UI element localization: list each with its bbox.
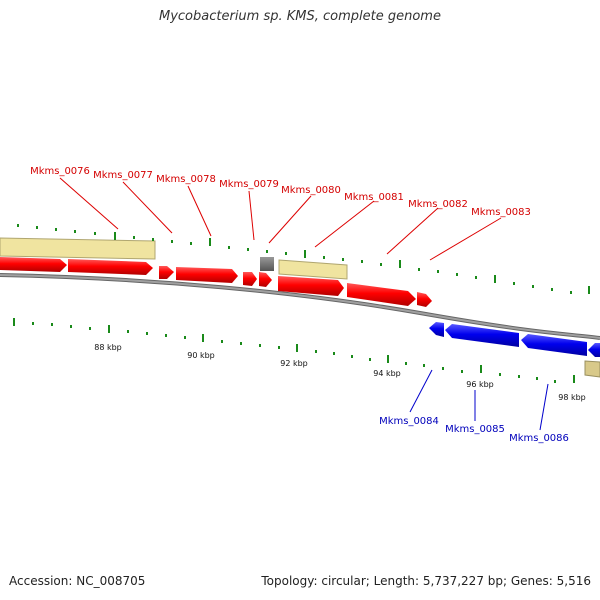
genome-title: Mycobacterium sp. KMS, complete genome <box>159 9 441 24</box>
gene-arrow <box>445 324 519 347</box>
gene-label-forward: Mkms_0080 <box>281 185 341 196</box>
scale-label: 90 kbp <box>187 351 215 360</box>
gene-arrow <box>278 276 344 296</box>
gene-label-reverse: Mkms_0086 <box>509 433 569 444</box>
scale-label: 98 kbp <box>558 393 586 402</box>
forward-genes <box>0 257 432 307</box>
gene-arrow <box>243 272 257 286</box>
gene-arrow <box>347 283 416 306</box>
feature-bar <box>584 360 600 378</box>
gene-label-forward: Mkms_0083 <box>471 207 531 218</box>
accession-label: Accession: NC_008705 <box>9 574 146 588</box>
feature-bars <box>0 237 600 378</box>
gene-label-forward: Mkms_0078 <box>156 174 216 185</box>
gene-arrow <box>588 343 600 357</box>
unknown-gene <box>260 257 274 271</box>
genome-summary: Topology: circular; Length: 5,737,227 bp… <box>261 574 591 588</box>
gene-arrow <box>159 266 174 279</box>
scale-label: 92 kbp <box>280 359 308 368</box>
scale-label: 96 kbp <box>466 380 494 389</box>
scale-label: 88 kbp <box>94 343 122 352</box>
gene-label-reverse: Mkms_0085 <box>445 424 505 435</box>
scale-labels: 88 kbp 90 kbp 92 kbp 94 kbp 96 kbp 98 kb… <box>94 343 586 402</box>
gene-label-forward: Mkms_0081 <box>344 192 404 203</box>
upper-tick-ring <box>17 224 590 294</box>
gene-label-reverse: Mkms_0084 <box>379 416 439 427</box>
scale-label: 94 kbp <box>373 369 401 378</box>
gene-arrow <box>68 259 153 275</box>
gene-label-forward: Mkms_0076 <box>30 166 90 177</box>
gene-arrow <box>0 257 67 272</box>
reverse-genes <box>429 322 600 357</box>
forward-gene-labels: Mkms_0076 Mkms_0077 Mkms_0078 Mkms_0079 … <box>30 166 531 218</box>
gene-label-forward: Mkms_0082 <box>408 199 468 210</box>
reverse-gene-labels: Mkms_0084 Mkms_0085 Mkms_0086 <box>379 416 569 444</box>
forward-leaders <box>59 177 502 261</box>
feature-bar <box>278 259 348 280</box>
gene-arrow <box>429 322 444 337</box>
gene-label-forward: Mkms_0079 <box>219 179 279 190</box>
reverse-leaders <box>409 369 549 431</box>
gene-label-forward: Mkms_0077 <box>93 170 153 181</box>
lower-tick-ring <box>13 318 575 383</box>
gene-arrow <box>417 292 432 307</box>
gene-arrow <box>521 334 587 356</box>
feature-bar <box>0 237 156 260</box>
gene-arrow <box>176 267 238 283</box>
gene-arrow <box>259 272 272 287</box>
